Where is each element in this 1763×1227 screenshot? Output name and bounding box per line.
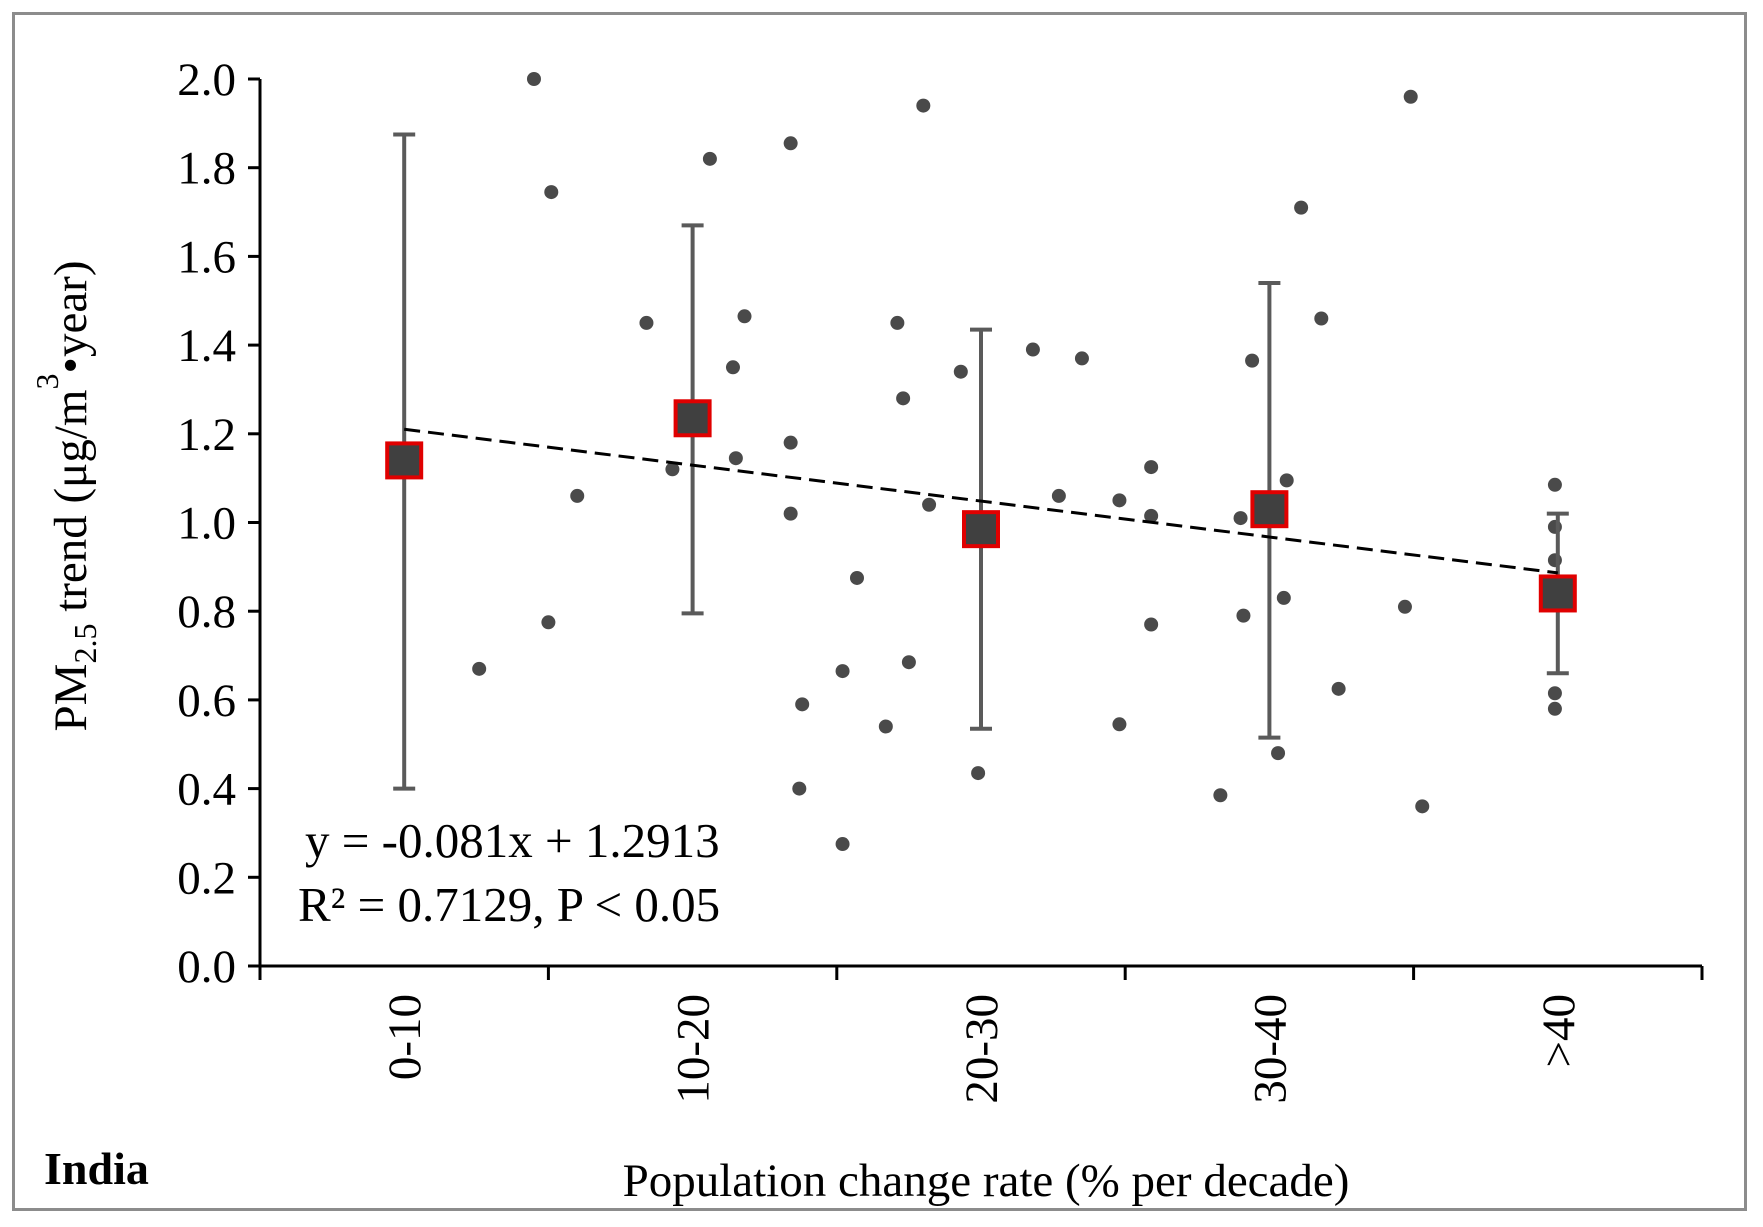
y-ticks: 0.0 0.2 0.4 0.6 0.8 1.0 1.2 1.4 1.6 1.8 2.0 [177,54,260,993]
r-squared-label: R² = 0.7129, P < 0.05 [298,877,720,932]
data-point [1245,353,1260,368]
data-point [1294,200,1309,215]
data-point [639,315,654,330]
scatter-points [472,72,1562,852]
data-point [1074,351,1089,366]
x-tick-label: >40 [1533,994,1585,1068]
data-point [1547,477,1562,492]
data-point [1236,608,1251,623]
y-label-text: •year) [45,261,97,374]
data-point [1112,717,1127,732]
data-point [725,360,740,375]
data-point [1547,701,1562,716]
data-point [1279,473,1294,488]
x-tick-label: 20-30 [956,994,1008,1104]
data-point [728,451,743,466]
data-point [783,435,798,450]
data-point [737,309,752,324]
data-point [1547,553,1562,568]
chart-frame [12,12,1747,1211]
y-tick-label: 0.8 [177,586,236,638]
y-label-subscript: 2.5 [67,624,103,664]
axes: 0.0 0.2 0.4 0.6 0.8 1.0 1.2 1.4 1.6 1.8 2.0 0-10 10… [177,54,1704,1104]
data-point [1397,599,1412,614]
data-point [792,781,807,796]
data-point [1051,488,1066,503]
y-tick-label: 1.2 [177,409,236,461]
mean-marker [962,510,1000,549]
data-point [1276,590,1291,605]
data-point [878,719,893,734]
y-tick-label: 1.8 [177,143,236,195]
data-point [1547,519,1562,534]
trend-line [404,427,1558,575]
data-point [953,364,968,379]
data-point [1547,686,1562,701]
y-label-superscript: 3 [29,374,65,390]
x-ticks: 0-10 10-20 20-30 30-40 >40 [258,966,1704,1104]
error-bars [393,132,1569,791]
data-point [1415,799,1430,814]
data-point [783,136,798,151]
y-tick-label: 0.4 [177,764,236,816]
data-point [922,497,937,512]
data-point [849,570,864,585]
x-tick-label: 0-10 [379,994,431,1080]
y-tick-label: 2.0 [177,54,236,106]
data-point [665,462,680,477]
region-label: India [44,1143,149,1194]
data-point [835,837,850,852]
data-point [971,766,986,781]
mean-markers [385,399,1577,613]
x-tick-label: 10-20 [668,994,720,1104]
mean-marker [673,399,712,438]
data-point [1112,493,1127,508]
x-tick-label: 30-40 [1244,994,1296,1104]
data-point [901,655,916,670]
data-point [1271,746,1286,761]
data-point [1314,311,1329,326]
data-point [890,315,905,330]
data-point [1331,681,1346,696]
data-point [1144,460,1159,475]
data-point [1213,788,1228,803]
y-tick-label: 0.6 [177,675,236,727]
y-tick-label: 1.6 [177,231,236,283]
data-point [1403,89,1418,104]
data-point [1025,342,1040,357]
y-axis-label: PM2.5 trend (μg/m3•year) [29,261,103,732]
data-point [702,151,717,166]
mean-marker [385,441,424,480]
data-point [916,98,931,113]
data-point [526,72,541,86]
regression-equation: y = -0.081x + 1.2913 [305,813,720,868]
x-axis-label: Population change rate (% per decade) [623,1155,1350,1207]
data-point [570,488,585,503]
y-tick-label: 1.4 [177,320,236,372]
data-point [783,506,798,521]
data-point [795,697,810,712]
y-tick-label: 0.0 [177,941,236,993]
data-point [541,615,556,630]
data-point [1144,617,1159,632]
mean-marker [1250,490,1289,529]
mean-marker [1538,574,1577,613]
data-point [835,664,850,679]
data-point [1144,508,1159,523]
data-point [472,661,487,676]
data-point [896,391,911,406]
y-label-text: trend (μg/m [45,390,97,624]
y-tick-label: 0.2 [177,852,236,904]
data-point [1233,511,1248,526]
y-label-text: PM [45,664,97,732]
data-point [544,185,559,200]
y-tick-label: 1.0 [177,498,236,550]
